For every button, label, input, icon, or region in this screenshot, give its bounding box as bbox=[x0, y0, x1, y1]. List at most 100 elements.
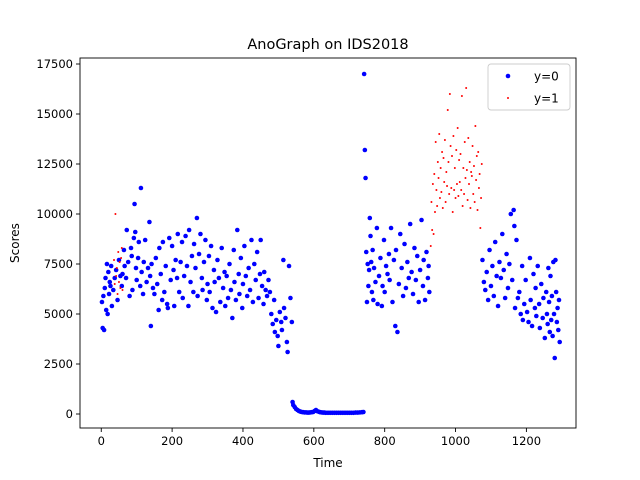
point-series-0 bbox=[240, 281, 246, 287]
point-series-1 bbox=[438, 197, 441, 199]
point-series-0 bbox=[528, 297, 533, 303]
point-series-0 bbox=[512, 305, 518, 311]
point-series-0 bbox=[546, 265, 551, 271]
point-series-0 bbox=[490, 263, 495, 269]
point-series-1 bbox=[475, 179, 478, 181]
point-series-1 bbox=[434, 141, 437, 143]
point-series-1 bbox=[115, 275, 118, 277]
point-series-1 bbox=[120, 257, 123, 259]
point-series-1 bbox=[435, 189, 438, 191]
point-series-0 bbox=[283, 315, 288, 321]
point-series-0 bbox=[395, 329, 400, 335]
point-series-0 bbox=[379, 303, 385, 309]
point-series-0 bbox=[555, 327, 561, 333]
point-series-0 bbox=[520, 317, 526, 323]
point-series-1 bbox=[446, 185, 449, 187]
point-series-1 bbox=[429, 245, 432, 247]
point-series-0 bbox=[393, 247, 399, 253]
point-series-0 bbox=[135, 255, 141, 261]
point-series-0 bbox=[273, 317, 279, 323]
point-series-0 bbox=[548, 317, 554, 323]
point-series-0 bbox=[106, 269, 111, 275]
point-series-0 bbox=[141, 259, 147, 265]
point-series-0 bbox=[373, 279, 378, 285]
point-series-1 bbox=[474, 125, 477, 127]
point-series-0 bbox=[511, 207, 516, 213]
point-series-0 bbox=[369, 289, 375, 295]
point-series-0 bbox=[363, 175, 368, 181]
point-series-1 bbox=[475, 155, 478, 157]
point-series-0 bbox=[165, 305, 171, 311]
point-series-0 bbox=[220, 285, 226, 291]
point-series-0 bbox=[261, 301, 266, 307]
point-series-0 bbox=[136, 239, 142, 245]
x-tick-label: 800 bbox=[374, 434, 396, 448]
point-series-0 bbox=[518, 311, 524, 317]
point-series-0 bbox=[374, 225, 380, 231]
point-series-0 bbox=[147, 273, 153, 279]
point-series-0 bbox=[153, 255, 159, 261]
x-axis-ticks: 0 200 400 600 800 1000 1200 bbox=[98, 428, 541, 448]
point-series-1 bbox=[473, 201, 476, 203]
point-series-0 bbox=[515, 295, 521, 301]
point-series-0 bbox=[391, 257, 397, 263]
point-series-1 bbox=[462, 167, 465, 169]
point-series-0 bbox=[181, 273, 187, 279]
point-series-1 bbox=[455, 149, 458, 151]
point-series-1 bbox=[461, 205, 464, 207]
point-series-0 bbox=[134, 277, 139, 283]
point-series-0 bbox=[184, 263, 190, 269]
point-series-0 bbox=[261, 269, 267, 275]
point-series-1 bbox=[472, 165, 475, 167]
point-series-0 bbox=[264, 293, 270, 299]
point-series-0 bbox=[548, 273, 553, 279]
point-series-0 bbox=[159, 297, 165, 303]
point-series-0 bbox=[266, 277, 271, 283]
point-series-0 bbox=[249, 237, 254, 243]
point-series-0 bbox=[536, 301, 542, 307]
point-series-0 bbox=[203, 237, 208, 243]
point-series-0 bbox=[239, 305, 245, 311]
point-series-0 bbox=[166, 235, 172, 241]
point-series-0 bbox=[543, 289, 549, 295]
point-series-0 bbox=[124, 227, 130, 233]
point-series-0 bbox=[194, 215, 200, 221]
point-series-0 bbox=[235, 227, 240, 233]
point-series-0 bbox=[279, 327, 285, 333]
point-series-1 bbox=[436, 205, 439, 207]
point-series-0 bbox=[532, 305, 538, 311]
point-series-0 bbox=[480, 257, 485, 263]
point-series-0 bbox=[485, 297, 491, 303]
point-series-1 bbox=[467, 137, 470, 139]
point-series-0 bbox=[103, 275, 108, 281]
point-series-1 bbox=[449, 145, 452, 147]
point-series-0 bbox=[109, 303, 115, 309]
point-series-0 bbox=[381, 237, 387, 243]
point-series-0 bbox=[425, 275, 431, 281]
point-series-0 bbox=[186, 227, 192, 233]
point-series-0 bbox=[175, 231, 181, 237]
point-series-0 bbox=[228, 287, 234, 293]
point-series-0 bbox=[107, 279, 113, 285]
point-series-0 bbox=[397, 231, 403, 237]
point-series-0 bbox=[523, 277, 528, 283]
point-series-0 bbox=[388, 225, 394, 231]
point-series-0 bbox=[414, 253, 420, 259]
point-series-0 bbox=[195, 293, 200, 299]
point-series-1 bbox=[436, 161, 439, 163]
point-series-0 bbox=[152, 291, 157, 297]
point-series-0 bbox=[554, 319, 560, 325]
point-series-0 bbox=[169, 243, 175, 249]
point-series-0 bbox=[488, 283, 494, 289]
point-series-0 bbox=[406, 275, 412, 281]
point-series-1 bbox=[451, 211, 454, 213]
point-series-0 bbox=[288, 295, 293, 301]
point-series-0 bbox=[553, 289, 559, 295]
point-series-0 bbox=[361, 71, 367, 77]
point-series-0 bbox=[531, 271, 536, 277]
point-series-0 bbox=[148, 323, 154, 329]
point-series-1 bbox=[438, 133, 441, 135]
point-series-0 bbox=[222, 269, 227, 275]
point-series-0 bbox=[537, 325, 543, 331]
